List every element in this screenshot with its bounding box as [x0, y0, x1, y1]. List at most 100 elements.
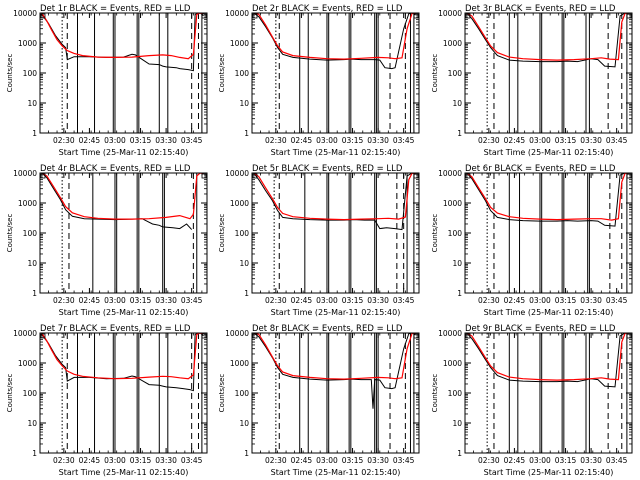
x-tick-label: 03:00	[529, 136, 551, 145]
corner-marker-right	[201, 13, 207, 19]
y-tick-label: 1	[244, 449, 249, 458]
x-tick-label: 03:30	[367, 456, 389, 465]
y-tick-label: 10	[27, 259, 37, 268]
x-tick-label: 03:00	[316, 296, 338, 305]
y-tick-label: 10	[452, 419, 462, 428]
y-tick-label: 10000	[225, 329, 249, 338]
plot-frame	[251, 332, 420, 454]
y-tick-label: 10	[452, 259, 462, 268]
y-tick-label: 10000	[438, 9, 462, 18]
plot-frame	[464, 12, 633, 134]
x-tick-label: 03:00	[316, 456, 338, 465]
x-tick-label: 03:30	[367, 296, 389, 305]
events-series-line	[253, 333, 416, 409]
corner-marker-left	[465, 13, 471, 19]
y-axis-label: Counts/sec	[6, 214, 14, 253]
chart-title: Det 5r BLACK = Events, RED = LLD	[252, 164, 403, 174]
x-tick-label: 03:15	[555, 456, 577, 465]
y-tick-label: 10000	[438, 169, 462, 178]
x-axis-label: Start Time (25-Mar-11 02:15:40)	[271, 148, 401, 157]
x-tick-label: 03:00	[104, 136, 126, 145]
x-tick-label: 02:30	[53, 136, 75, 145]
events-series-line	[466, 173, 629, 227]
y-tick-label: 10000	[225, 9, 249, 18]
x-tick-label: 03:00	[316, 136, 338, 145]
chart-panel: Det 1r BLACK = Events, RED = LLD Counts/s…	[6, 4, 208, 157]
plot-frame	[464, 332, 633, 454]
corner-marker-left	[40, 333, 46, 339]
chart-panel: Det 3r BLACK = Events, RED = LLD Counts/s…	[431, 4, 633, 157]
y-tick-label: 1	[244, 129, 249, 138]
y-tick-label: 100	[23, 389, 38, 398]
corner-marker-left	[40, 173, 46, 179]
x-tick-label: 03:15	[555, 296, 577, 305]
y-tick-label: 1000	[18, 359, 37, 368]
y-axis-label: Counts/sec	[6, 54, 14, 93]
y-tick-label: 1000	[230, 39, 249, 48]
corner-marker-right	[201, 333, 207, 339]
x-tick-label: 03:00	[104, 296, 126, 305]
corner-marker-right	[626, 173, 632, 179]
y-tick-label: 1	[32, 289, 37, 298]
x-axis-label: Start Time (25-Mar-11 02:15:40)	[484, 468, 614, 477]
events-series-line	[41, 333, 204, 392]
x-tick-label: 03:45	[606, 136, 628, 145]
x-tick-label: 03:15	[130, 136, 152, 145]
x-axis-label: Start Time (25-Mar-11 02:15:40)	[271, 468, 401, 477]
y-tick-label: 100	[448, 69, 463, 78]
x-tick-label: 02:45	[291, 296, 313, 305]
chart-panel: Det 8r BLACK = Events, RED = LLD Counts/s…	[218, 324, 420, 477]
y-axis-label: Counts/sec	[431, 214, 439, 253]
y-tick-label: 10	[239, 419, 249, 428]
corner-marker-left	[465, 173, 471, 179]
lld-series-line	[466, 13, 629, 61]
y-tick-label: 1000	[18, 199, 37, 208]
lld-series-line	[466, 333, 629, 381]
chart-panel: Det 7r BLACK = Events, RED = LLD Counts/s…	[6, 324, 208, 477]
y-tick-label: 100	[23, 69, 38, 78]
y-tick-label: 100	[235, 69, 250, 78]
plot-frame	[251, 172, 420, 294]
chart-title: Det 8r BLACK = Events, RED = LLD	[252, 324, 403, 334]
x-axis-label: Start Time (25-Mar-11 02:15:40)	[59, 308, 189, 317]
x-tick-label: 03:30	[367, 136, 389, 145]
chart-title: Det 6r BLACK = Events, RED = LLD	[465, 164, 616, 174]
y-tick-label: 10000	[13, 9, 37, 18]
x-tick-label: 03:45	[606, 456, 628, 465]
x-tick-label: 02:30	[265, 136, 287, 145]
x-tick-label: 02:30	[53, 296, 75, 305]
lld-series-line	[253, 173, 416, 221]
y-tick-label: 1000	[230, 199, 249, 208]
plot-frame	[251, 12, 420, 134]
x-tick-label: 02:45	[79, 136, 101, 145]
y-tick-label: 1000	[443, 199, 462, 208]
y-axis-label: Counts/sec	[218, 374, 226, 413]
lld-series-line	[41, 13, 204, 60]
x-tick-label: 03:30	[155, 296, 177, 305]
y-tick-label: 1	[244, 289, 249, 298]
chart-panel: Det 2r BLACK = Events, RED = LLD Counts/s…	[218, 4, 420, 157]
x-tick-label: 02:30	[478, 296, 500, 305]
events-series-line	[466, 13, 629, 68]
y-tick-label: 10	[239, 259, 249, 268]
corner-marker-right	[413, 173, 419, 179]
events-series-line	[253, 173, 416, 231]
corner-marker-left	[252, 173, 258, 179]
y-tick-label: 1	[457, 289, 462, 298]
corner-marker-right	[201, 173, 207, 179]
x-tick-label: 03:00	[529, 296, 551, 305]
x-tick-label: 03:45	[393, 296, 415, 305]
x-axis-label: Start Time (25-Mar-11 02:15:40)	[484, 148, 614, 157]
x-tick-label: 03:45	[181, 456, 203, 465]
x-tick-label: 03:45	[606, 296, 628, 305]
x-tick-label: 02:45	[504, 456, 526, 465]
x-tick-label: 03:45	[393, 136, 415, 145]
events-series-line	[41, 13, 204, 72]
y-tick-label: 10	[27, 419, 37, 428]
chart-title: Det 2r BLACK = Events, RED = LLD	[252, 4, 403, 14]
y-tick-label: 10000	[13, 169, 37, 178]
x-tick-label: 02:30	[53, 456, 75, 465]
chart-title: Det 9r BLACK = Events, RED = LLD	[465, 324, 616, 334]
chart-title: Det 7r BLACK = Events, RED = LLD	[40, 324, 191, 334]
